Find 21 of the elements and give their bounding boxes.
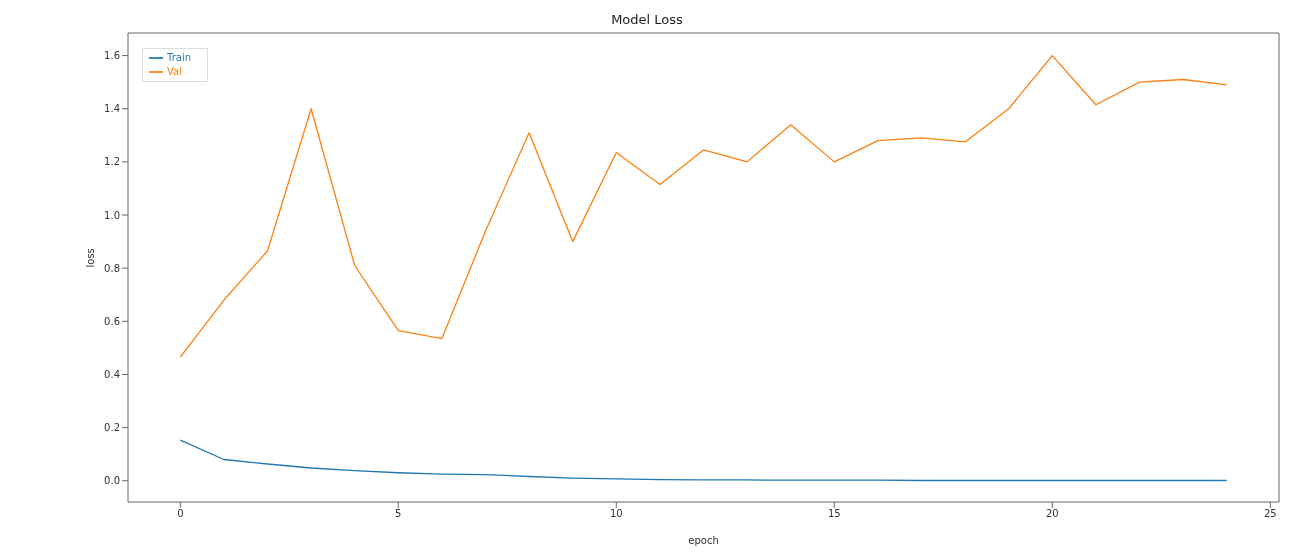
y-tick-label: 0.2 [104, 422, 120, 434]
y-tick-label: 1.4 [104, 103, 120, 115]
x-axis-title: epoch [688, 535, 719, 546]
y-tick-label: 1.6 [104, 50, 120, 62]
x-tick-label: 20 [1045, 508, 1059, 520]
x-tick-label: 15 [827, 508, 841, 520]
y-tick-label: 1.2 [104, 156, 120, 168]
x-tick-label: 0 [177, 508, 184, 520]
y-tick-label: 0.0 [104, 475, 120, 487]
chart-title: Model Loss [610, 12, 684, 27]
y-tick-label: 0.4 [104, 369, 120, 380]
y-axis-title: loss [84, 248, 96, 268]
x-tick-label: 5 [395, 508, 402, 520]
y-tick-label: 0.6 [104, 315, 120, 327]
legend-label: Val [167, 66, 182, 77]
legend-label: Train [167, 52, 191, 63]
y-tick-label: 0.8 [104, 262, 120, 274]
x-tick-label: 25 [1263, 508, 1277, 520]
x-tick-label: 10 [609, 508, 623, 520]
line-series [179, 439, 1228, 482]
y-tick-label: 1.0 [104, 209, 120, 221]
